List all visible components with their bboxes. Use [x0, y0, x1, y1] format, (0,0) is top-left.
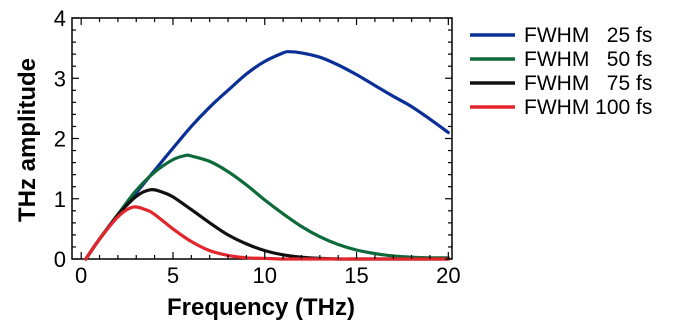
- y-axis-title: THz amplitude: [14, 58, 41, 222]
- x-tick-label: 20: [436, 263, 460, 288]
- legend-label-1: FWHM 25 fs: [524, 24, 652, 47]
- series-line-2: [84, 153, 450, 261]
- x-axis-title: Frequency (THz): [167, 294, 355, 321]
- y-tick-label: 2: [54, 127, 66, 152]
- series-line-1: [84, 50, 450, 261]
- y-tick-label: 3: [54, 66, 66, 91]
- legend-label-2: FWHM 50 fs: [524, 48, 652, 71]
- x-tick-label: 5: [167, 263, 179, 288]
- legend-label-4: FWHM 100 fs: [524, 96, 652, 119]
- plot-border: [71, 17, 453, 260]
- y-tick-label: 4: [54, 6, 66, 31]
- x-tick-label: 0: [75, 263, 87, 288]
- x-tick-label: 15: [344, 263, 368, 288]
- x-tick-label: 10: [253, 263, 277, 288]
- legend-label-3: FWHM 75 fs: [524, 72, 652, 95]
- series-line-4: [84, 205, 450, 261]
- y-tick-label: 1: [54, 187, 66, 212]
- y-tick-label: 0: [54, 247, 66, 272]
- ticks-layer: 0 5 10 15 20 0 1 2 3 4: [54, 6, 461, 288]
- plot-frame: [71, 17, 453, 260]
- series-layer: [84, 50, 450, 261]
